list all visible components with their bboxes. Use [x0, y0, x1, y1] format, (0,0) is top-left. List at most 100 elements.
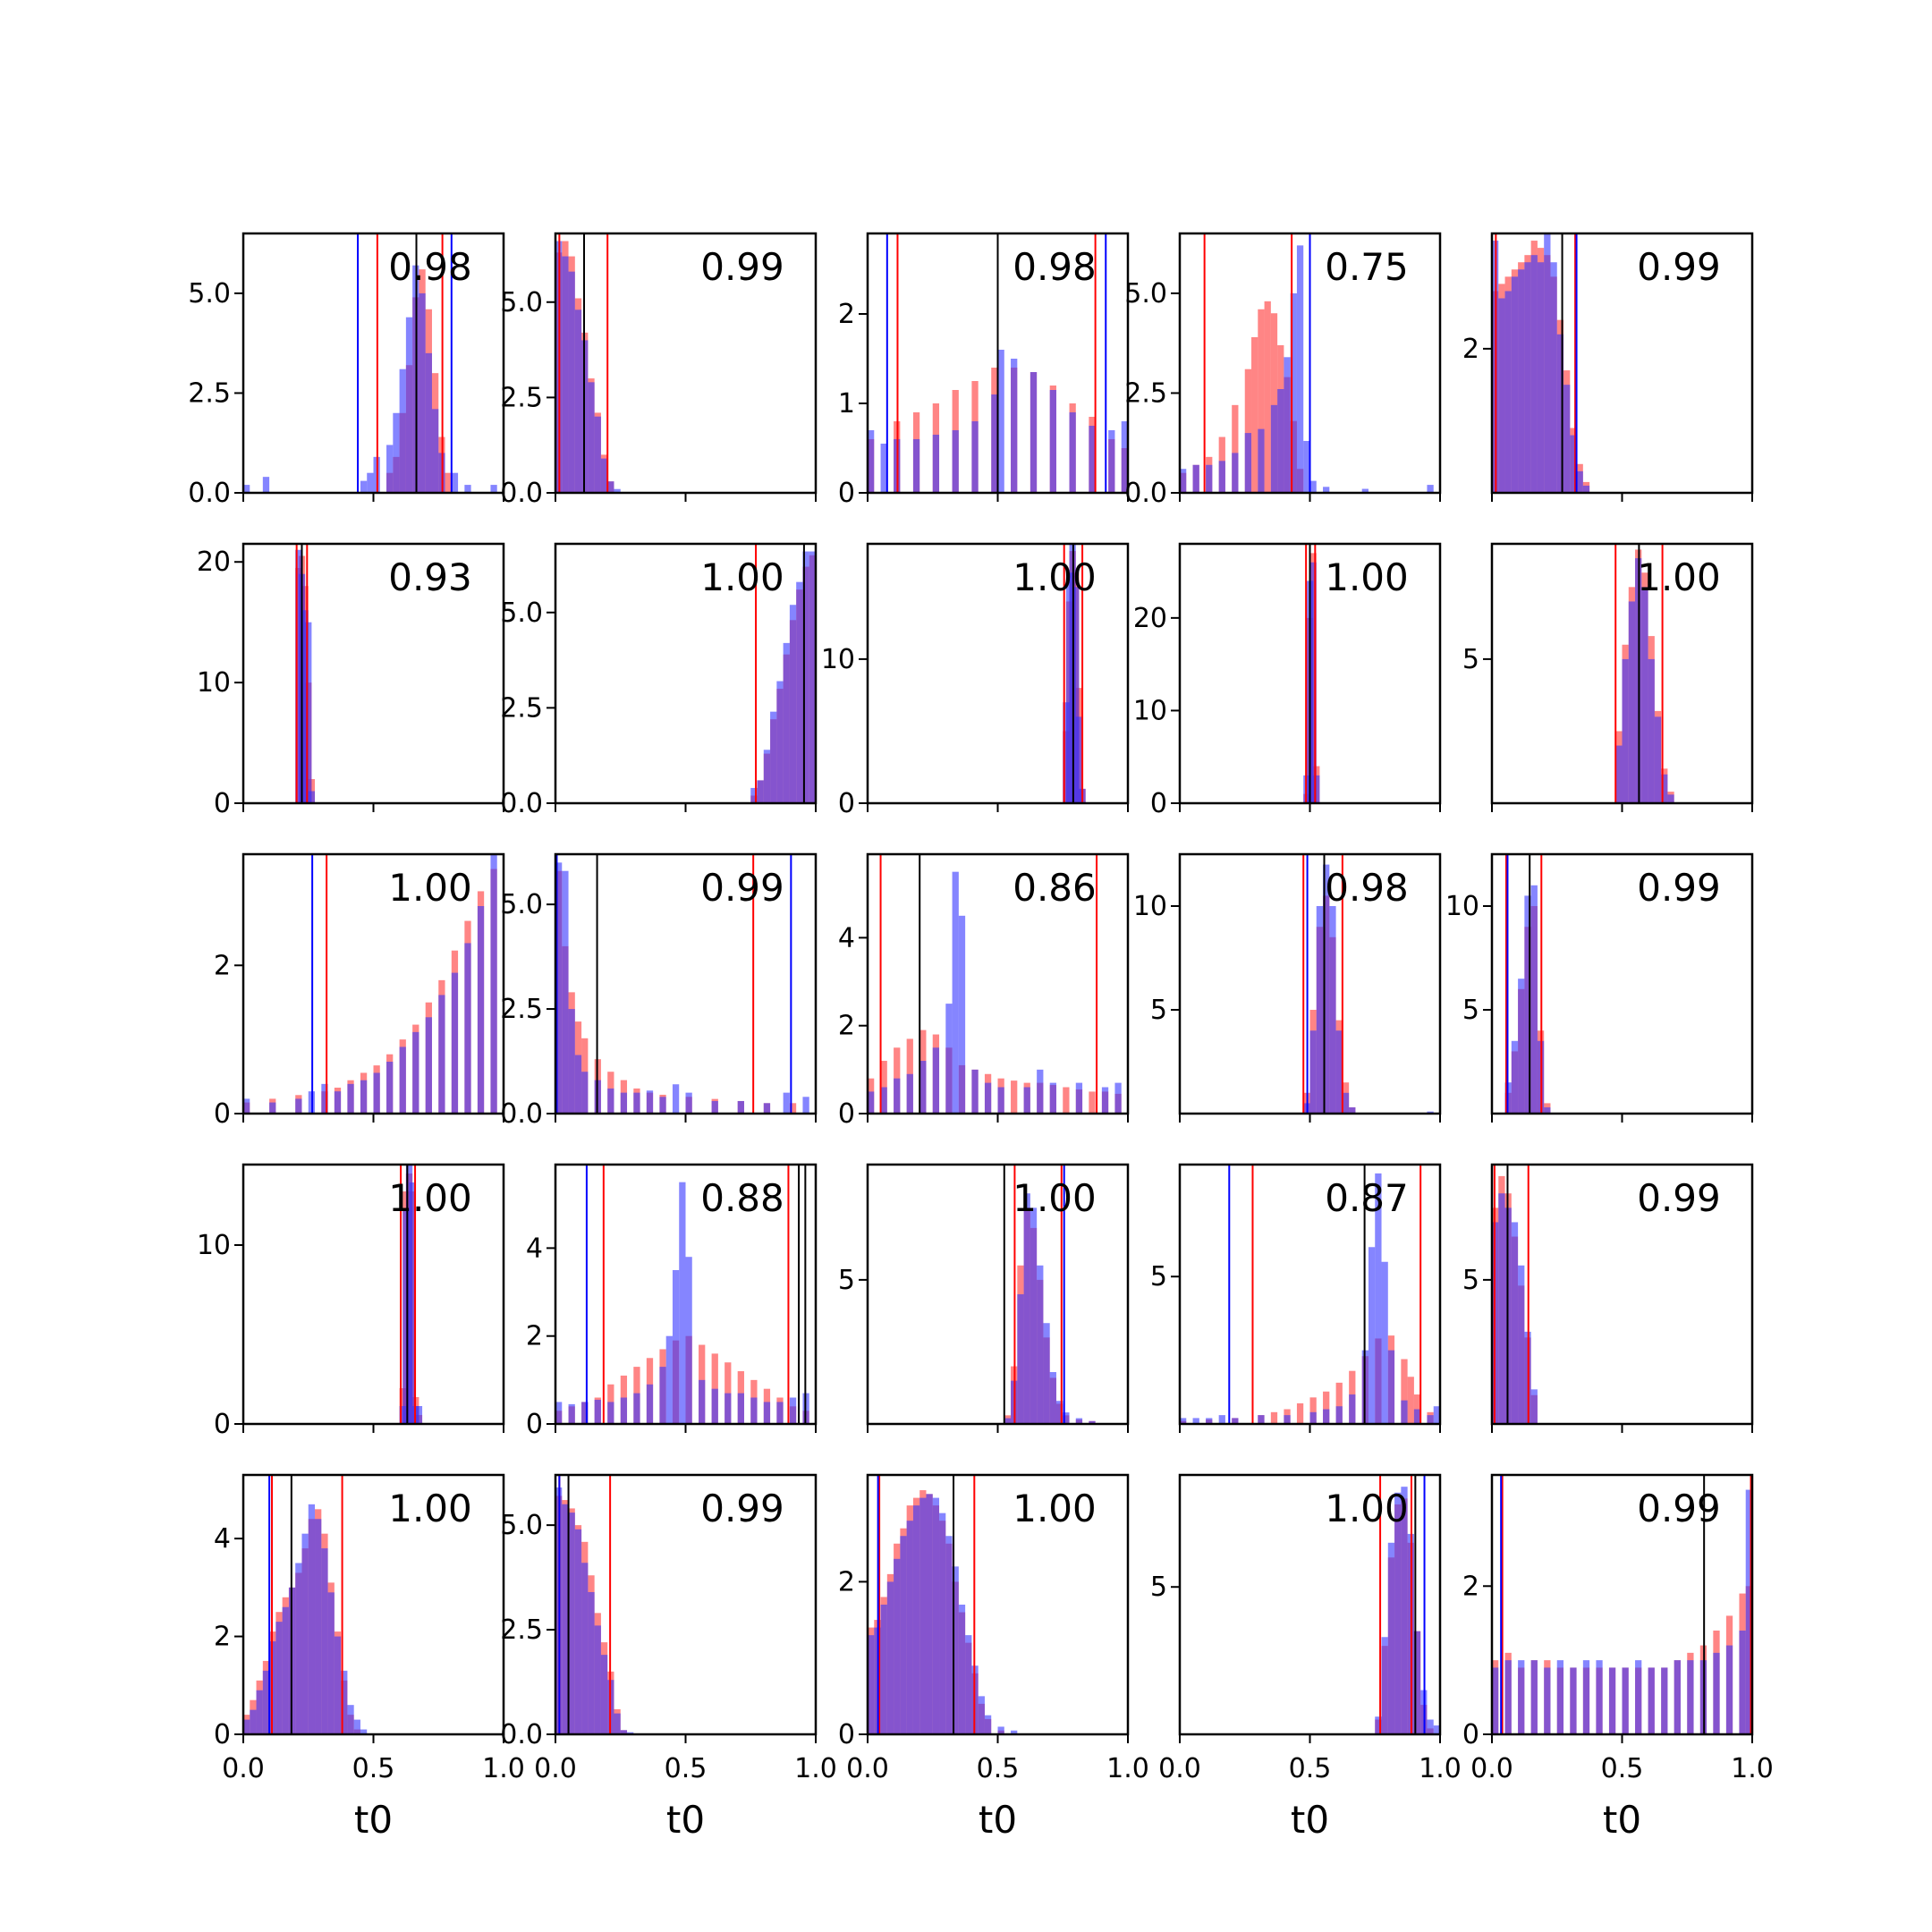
blue-histogram-bar: [763, 1402, 771, 1424]
score-annotation: 0.98: [1013, 245, 1097, 289]
blue-histogram-bar: [347, 1705, 354, 1734]
subplot-5-2: 0.0 2.5 5.0 0.0 0.5 1.0 t0 0.99: [500, 1473, 837, 1842]
blue-histogram-bar: [412, 1031, 419, 1114]
blue-histogram-bar: [1518, 269, 1525, 493]
blue-histogram-bar: [997, 1726, 1004, 1734]
y-tick-label: 0: [838, 478, 855, 509]
blue-histogram-bar: [1427, 1719, 1434, 1734]
blue-histogram-bar: [1661, 1667, 1668, 1734]
blue-histogram-bar: [672, 1269, 680, 1424]
blue-histogram-bar: [1413, 1631, 1421, 1734]
blue-histogram-bar: [607, 1402, 614, 1424]
blue-histogram-bar: [724, 1393, 732, 1424]
blue-histogram-bar: [1232, 453, 1239, 493]
y-tick-label: 0: [214, 1098, 231, 1130]
blue-histogram-bar: [1011, 1730, 1018, 1734]
blue-histogram-bar: [1037, 1069, 1044, 1114]
blue-histogram-bar: [490, 485, 497, 493]
blue-histogram-bar: [919, 1497, 927, 1734]
blue-histogram-bar: [1518, 1660, 1525, 1734]
subplot-1-1: 0.0 2.5 5.0 0.98: [188, 232, 505, 509]
blue-histogram-bar: [912, 1505, 920, 1734]
score-annotation: 1.00: [1013, 1176, 1097, 1220]
score-annotation: 0.99: [1637, 866, 1721, 910]
score-annotation: 0.98: [388, 245, 472, 289]
blue-histogram-bar: [1628, 601, 1636, 803]
blue-histogram-bar: [1049, 1372, 1056, 1424]
y-tick-label: 5: [1462, 1265, 1479, 1296]
blue-histogram-bar: [1055, 1401, 1063, 1424]
score-annotation: 0.99: [1637, 1487, 1721, 1530]
blue-histogram-bar: [1065, 572, 1073, 803]
score-annotation: 0.75: [1325, 245, 1409, 289]
blue-histogram-bar: [562, 256, 569, 493]
blue-histogram-bar: [1349, 1107, 1356, 1114]
blue-histogram-bar: [1342, 1092, 1350, 1114]
score-annotation: 1.00: [388, 1487, 472, 1530]
red-histogram-bar: [1401, 1359, 1408, 1424]
blue-histogram-bar: [1258, 428, 1265, 493]
blue-histogram-bar: [438, 995, 445, 1114]
score-annotation: 1.00: [1325, 555, 1409, 599]
x-tick-label: 1.0: [1731, 1753, 1774, 1784]
y-tick-label: 2.5: [188, 377, 231, 409]
y-tick-label: 2.5: [1124, 377, 1167, 409]
red-histogram-bar: [1309, 1397, 1317, 1424]
subplot-1-4: 0.0 2.5 5.0 0.75: [1124, 232, 1442, 509]
y-tick-label: 5: [838, 1265, 855, 1296]
blue-histogram-bar: [581, 1402, 589, 1424]
blue-histogram-bar: [1537, 262, 1545, 493]
blue-histogram-bar: [952, 430, 959, 493]
blue-histogram-bar: [305, 622, 312, 803]
y-tick-label: 0.0: [1124, 478, 1167, 509]
subplot-2-5: 51.00: [1462, 542, 1754, 812]
x-axis-label: t0: [1291, 1798, 1329, 1842]
blue-histogram-bar: [360, 480, 368, 493]
blue-histogram-bar: [978, 1696, 985, 1734]
blue-histogram-bar: [1530, 1660, 1538, 1734]
blue-histogram-bar: [243, 1098, 250, 1114]
blue-histogram-bar: [1413, 1409, 1421, 1424]
x-tick-label: 0.5: [352, 1753, 395, 1784]
x-tick-label: 1.0: [1106, 1753, 1149, 1784]
blue-histogram-bar: [906, 1073, 913, 1114]
blue-histogram-bar: [327, 1592, 335, 1734]
blue-histogram-bar: [965, 1635, 972, 1734]
blue-histogram-bar: [555, 1402, 563, 1424]
subplot-5-3: 0 2 0.0 0.5 1.0 t0 1.00: [838, 1473, 1149, 1842]
blue-histogram-bar: [789, 605, 797, 803]
subplot-3-4: 5 10 0.98: [1133, 852, 1442, 1123]
blue-histogram-bar: [1290, 292, 1297, 493]
blue-histogram-bar: [1381, 1637, 1388, 1734]
blue-histogram-bar: [1011, 359, 1018, 493]
score-annotation: 0.99: [700, 1487, 784, 1530]
y-tick-label: 0: [838, 1098, 855, 1130]
y-tick-label: 2.5: [500, 382, 543, 413]
blue-histogram-bar: [802, 551, 809, 803]
subplot-2-4: 0 10 20 1.00: [1133, 542, 1442, 819]
subplot-4-1: 0 10 1.00: [197, 1163, 505, 1440]
blue-histogram-bar: [880, 444, 887, 493]
y-tick-label: 2.5: [500, 692, 543, 724]
blue-histogram-bar: [620, 1092, 628, 1114]
blue-histogram-bar: [1309, 480, 1317, 493]
y-tick-label: 2.5: [500, 994, 543, 1025]
blue-histogram-bar: [809, 551, 816, 803]
blue-histogram-bar: [1615, 745, 1623, 803]
blue-histogram-bar: [490, 854, 497, 1114]
blue-histogram-bar: [958, 915, 966, 1114]
blue-histogram-bar: [1401, 1487, 1408, 1734]
blue-histogram-bar: [334, 1091, 342, 1114]
blue-histogram-bar: [900, 1536, 907, 1734]
blue-histogram-bar: [568, 1403, 575, 1424]
blue-histogram-bar: [1375, 1716, 1382, 1734]
red-histogram-bar: [1323, 1391, 1330, 1424]
blue-histogram-bar: [315, 1519, 322, 1734]
blue-histogram-bar: [1232, 1418, 1239, 1424]
blue-histogram-bar: [1108, 430, 1115, 493]
blue-histogram-bar: [1270, 404, 1278, 493]
blue-histogram-bar: [1544, 233, 1551, 493]
blue-histogram-bar: [763, 1103, 771, 1114]
blue-histogram-bar: [295, 1098, 302, 1114]
blue-histogram-bar: [932, 435, 940, 493]
